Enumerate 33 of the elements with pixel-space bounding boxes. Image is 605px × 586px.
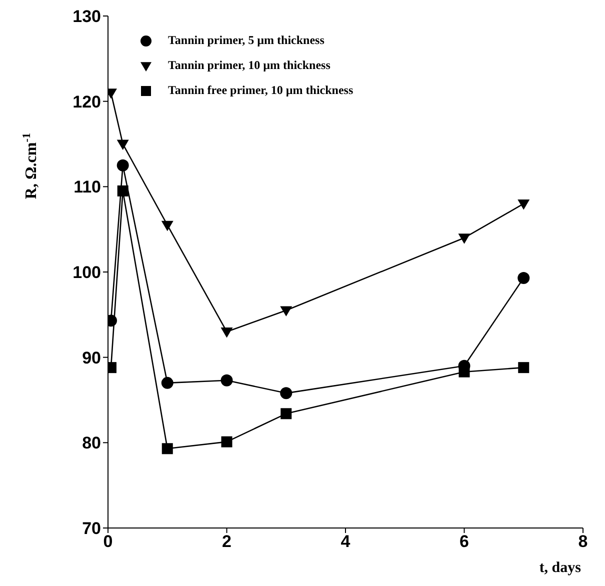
point (458, 366, 470, 378)
point (116, 140, 129, 150)
y-tick-label: 80 (82, 434, 101, 453)
x-tick-label: 2 (222, 532, 232, 552)
y-tick-label: 130 (72, 7, 101, 26)
point (161, 220, 174, 232)
point (280, 306, 292, 316)
point (518, 200, 530, 210)
x-axis-title: t, days (539, 560, 582, 576)
point (116, 159, 129, 172)
point (280, 387, 292, 400)
y-tick-label: 100 (72, 263, 101, 282)
point (518, 272, 530, 284)
point (161, 376, 174, 389)
y-tick-label: 110 (74, 178, 101, 197)
point (458, 234, 470, 244)
point (518, 362, 530, 374)
point (221, 436, 232, 448)
legend-label: Tannin primer, 10 µm thickness (168, 58, 330, 73)
point (280, 408, 292, 420)
point (220, 374, 233, 386)
x-tick-label: 0 (103, 532, 113, 552)
point (117, 185, 128, 196)
legend-label: Tannin primer, 5 µm thickness (168, 33, 324, 48)
y-tick-label: 90 (82, 348, 101, 368)
y-tick-label: 120 (72, 92, 101, 112)
legend-label: Tannin free primer, 10 µm thickness (168, 83, 354, 98)
x-tick-label: 4 (340, 532, 351, 552)
x-tick-label: 6 (460, 532, 469, 552)
x-tick-label: 8 (578, 532, 588, 552)
point (162, 443, 173, 454)
point (220, 328, 233, 338)
y-tick-label: 70 (82, 519, 101, 538)
